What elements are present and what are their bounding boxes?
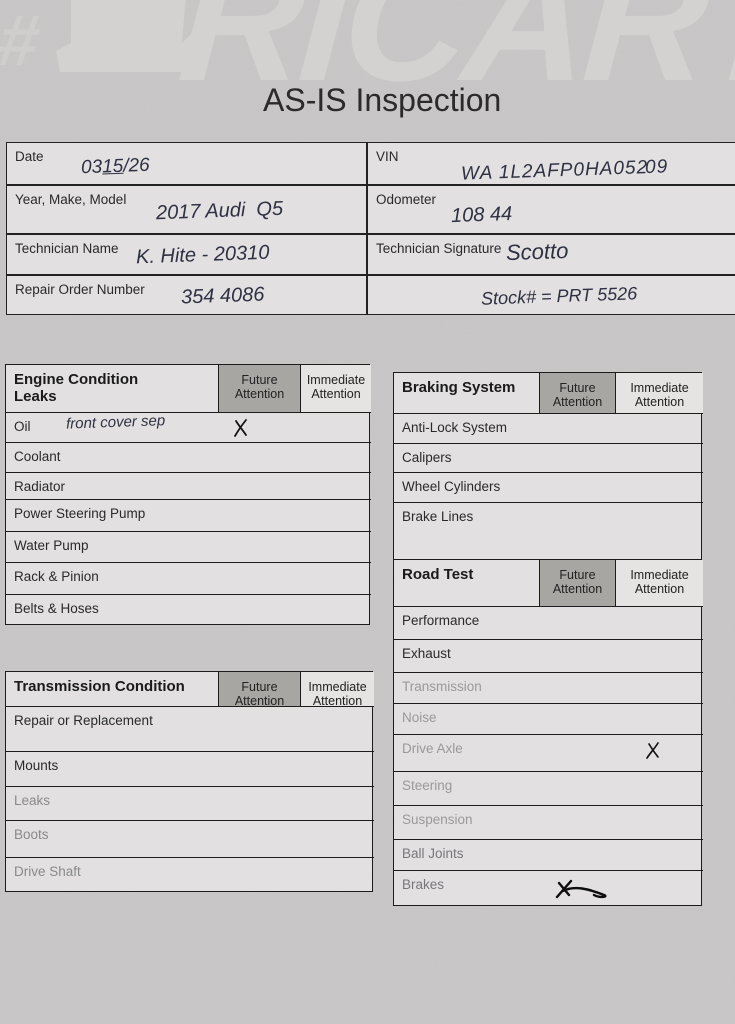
svg-text:#: # [0,1,45,81]
